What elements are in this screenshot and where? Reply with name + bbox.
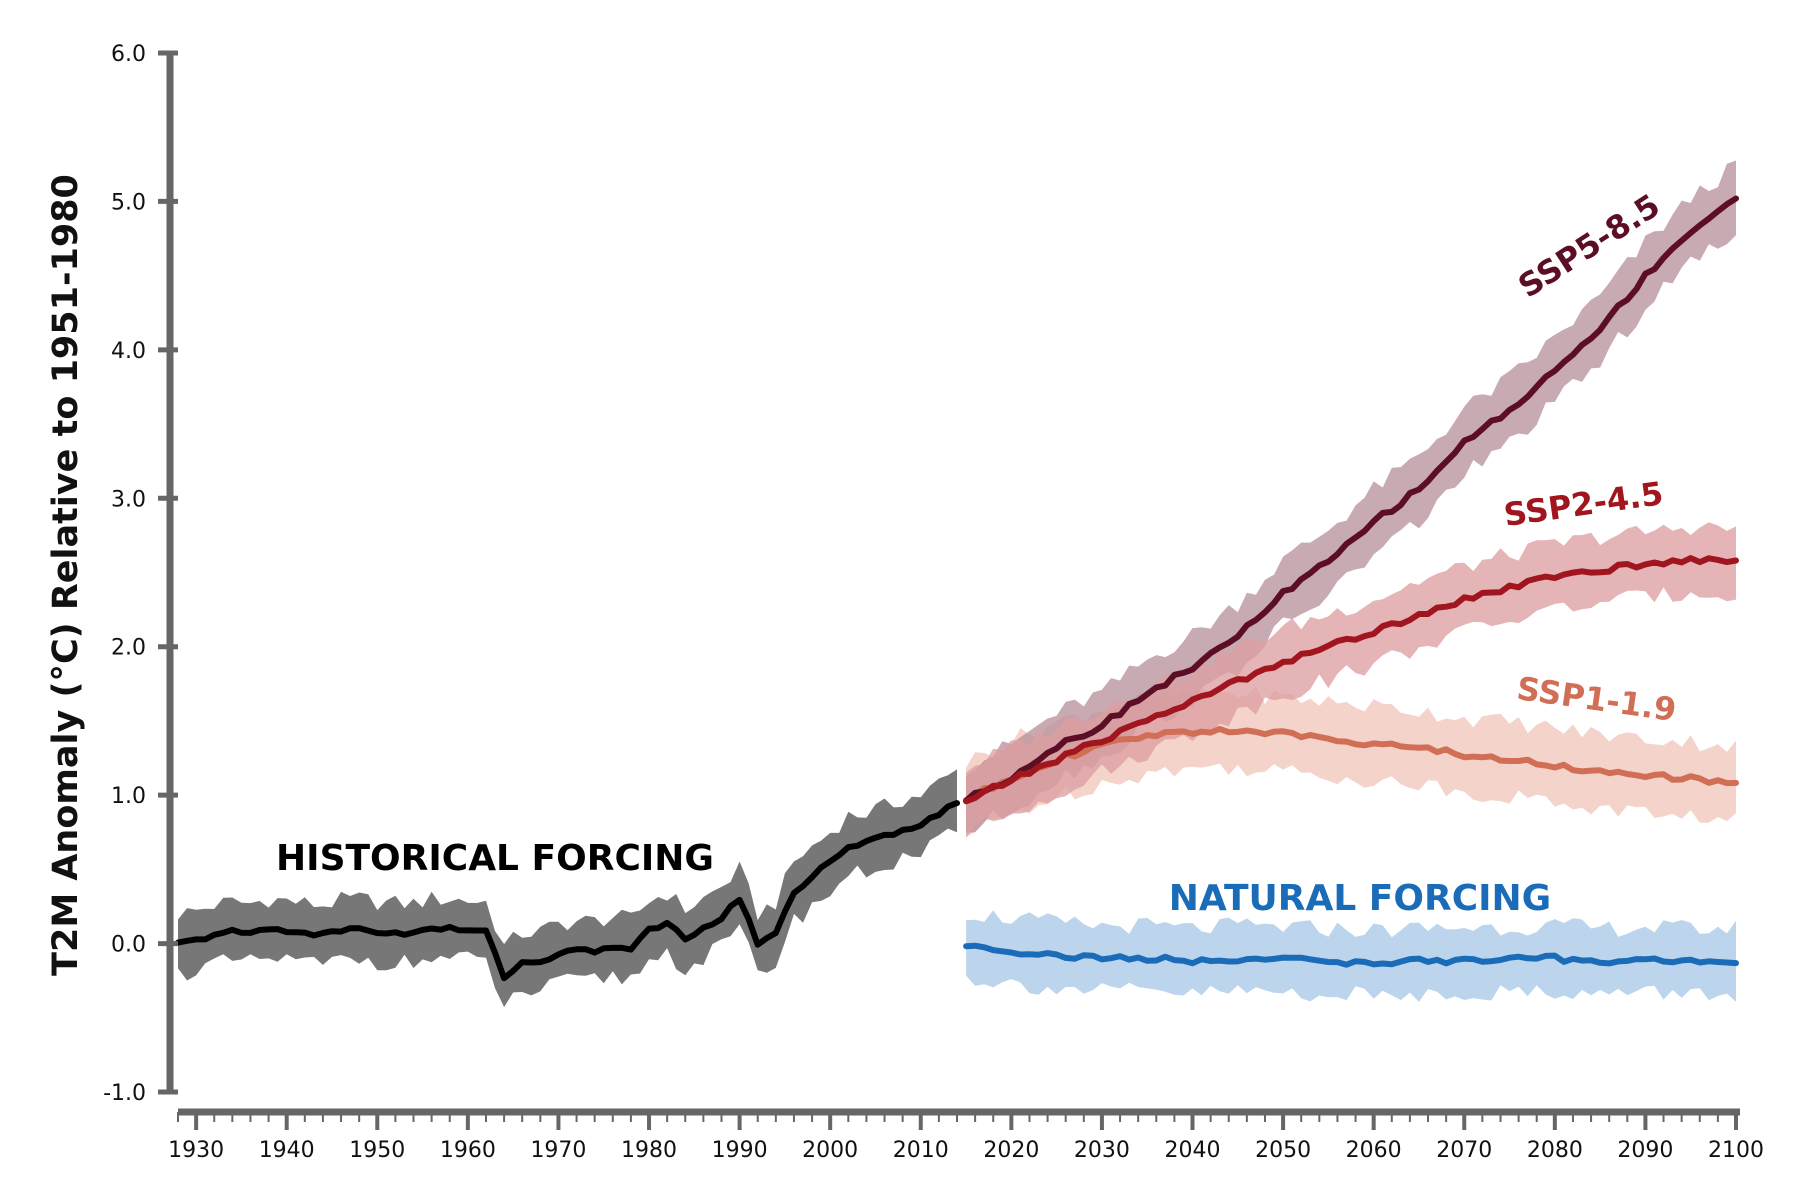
x-tick-label: 2100 [1708,1138,1764,1163]
y-tick-label: 1.0 [111,784,146,809]
x-tick-label: 2010 [893,1138,949,1163]
x-tick-label: 1940 [259,1138,315,1163]
y-tick-label: 2.0 [111,636,146,661]
x-tick-label: 2020 [983,1138,1039,1163]
x-tick-label: 2050 [1255,1138,1311,1163]
axes: 6.0 5.0 4.0 3.0 2.0 1.0 0.0 -1.0 1930 1940 1950 196… [103,42,1764,1163]
x-tick-label: 1930 [168,1138,224,1163]
series-label-ssp119: SSP1-1.9 [1514,669,1678,729]
x-tick-label: 2060 [1346,1138,1402,1163]
series-lines [175,195,1739,982]
x-tick-label: 1950 [349,1138,405,1163]
band-ssp245 [966,522,1736,838]
series-line-ssp585 [963,195,1739,804]
x-tick-label: 2030 [1074,1138,1130,1163]
x-tick-label: 2000 [802,1138,858,1163]
series-line-natural [963,942,1739,968]
y-tick-label: 4.0 [111,339,146,364]
y-axis-title: T2M Anomaly (°C) Relative to 1951-1980 [46,174,86,976]
band-ssp585 [966,160,1736,833]
y-tick-label: 5.0 [111,190,146,215]
x-tick-label: 2080 [1527,1138,1583,1163]
y-tick-label: 3.0 [111,487,146,512]
series-line-historical [175,800,960,982]
x-tick-label: 1970 [530,1138,586,1163]
series-label-ssp245: SSP2-4.5 [1501,474,1665,534]
uncertainty-bands [178,160,1736,1008]
band-historical [178,769,957,1008]
x-tick-label: 1990 [712,1138,768,1163]
x-tick-label: 2040 [1165,1138,1221,1163]
x-tick-label: 1960 [440,1138,496,1163]
series-label-historical: HISTORICAL FORCING [276,838,714,879]
x-tick-label: 2090 [1617,1138,1673,1163]
x-tick-label: 1980 [621,1138,677,1163]
series-line-ssp119 [963,725,1739,804]
y-tick-label: 6.0 [111,42,146,67]
y-tick-label: 0.0 [111,933,146,958]
x-tick-label: 2070 [1436,1138,1492,1163]
series-label-natural: NATURAL FORCING [1169,878,1551,919]
y-tick-label: -1.0 [103,1081,146,1106]
band-natural [966,910,1736,1002]
series-line-ssp245 [963,555,1739,805]
